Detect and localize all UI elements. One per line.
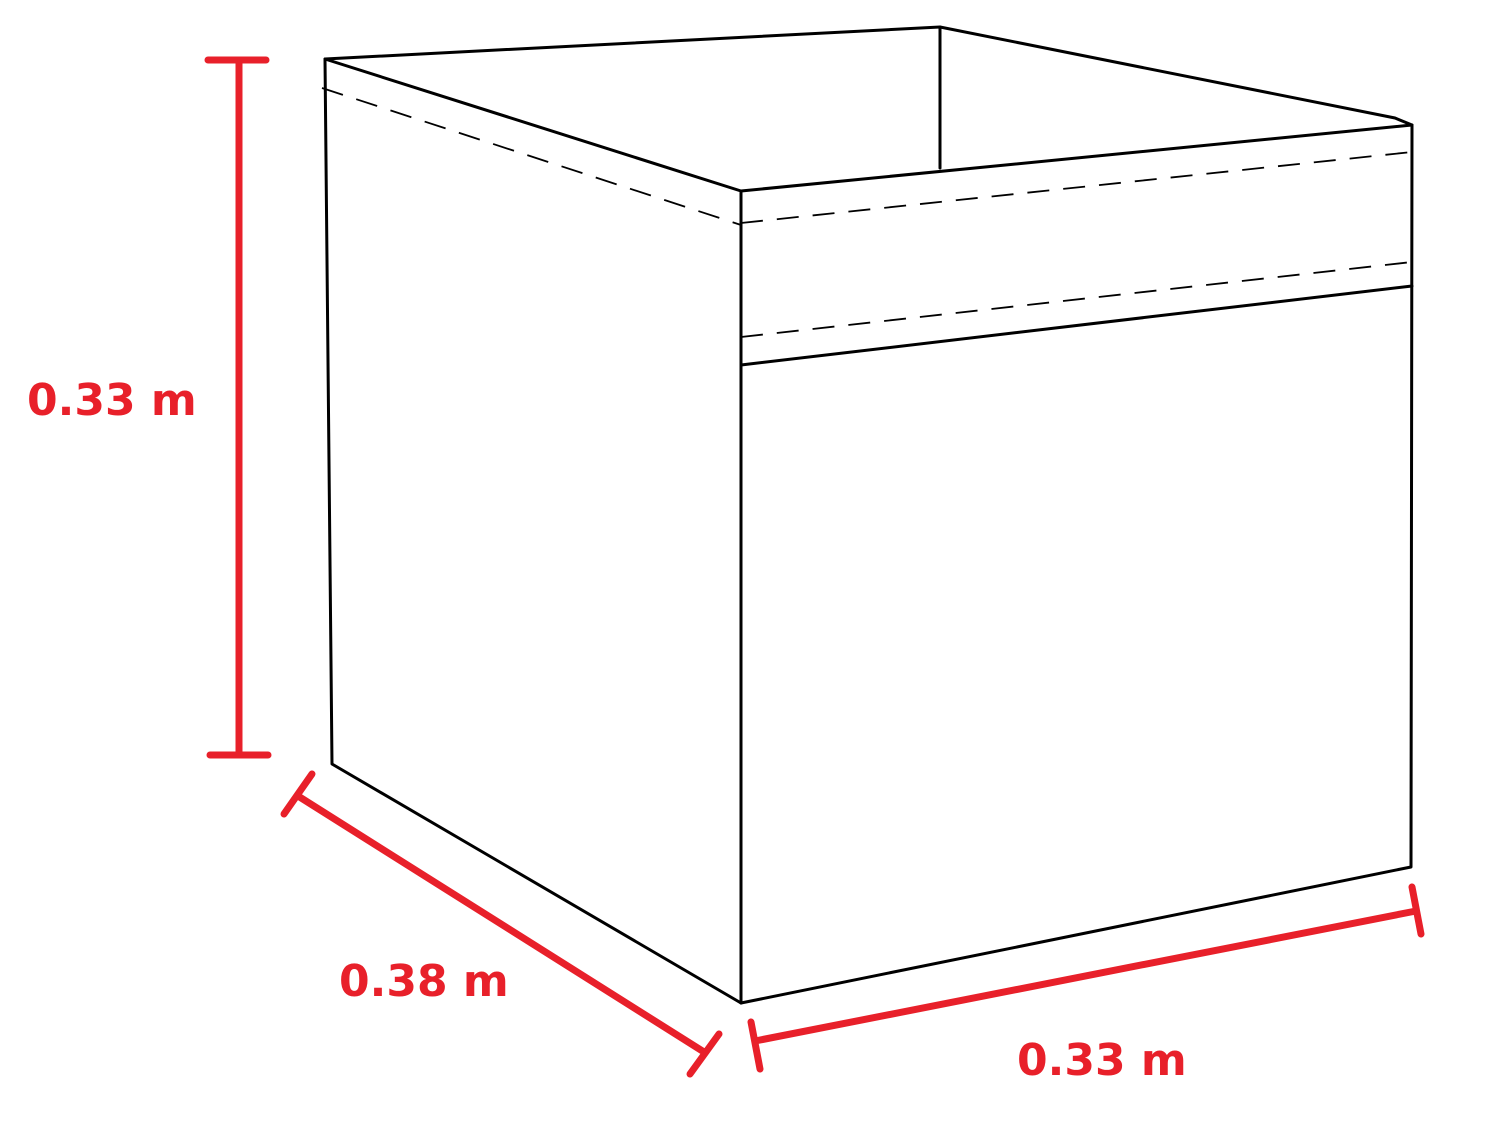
height-dimension: 0.33 m: [27, 56, 272, 759]
width-dimension-line: [751, 907, 1420, 1045]
box-top-rim: [323, 25, 1414, 193]
front-seam-lower: [740, 261, 1413, 338]
box-front-band-edge: [739, 284, 1414, 367]
front-seam-upper: [740, 151, 1413, 224]
storage-box: [321, 25, 1414, 1005]
depth-dimension-label: 0.38 m: [339, 956, 509, 1007]
width-dimension: 0.33 m: [747, 883, 1425, 1086]
width-dimension-cap-end: [1408, 883, 1425, 938]
depth-dimension-cap-start: [280, 770, 316, 818]
box-front-panel: [739, 123, 1414, 1005]
depth-dimension-line: [294, 792, 708, 1056]
side-seam-line: [321, 87, 742, 226]
depth-dimension-cap-end: [686, 1030, 723, 1078]
depth-dimension: 0.38 m: [280, 770, 723, 1078]
width-dimension-label: 0.33 m: [1017, 1035, 1187, 1086]
width-dimension-cap-start: [747, 1018, 764, 1073]
box-left-side: [323, 57, 743, 1005]
height-dimension-label: 0.33 m: [27, 375, 197, 426]
